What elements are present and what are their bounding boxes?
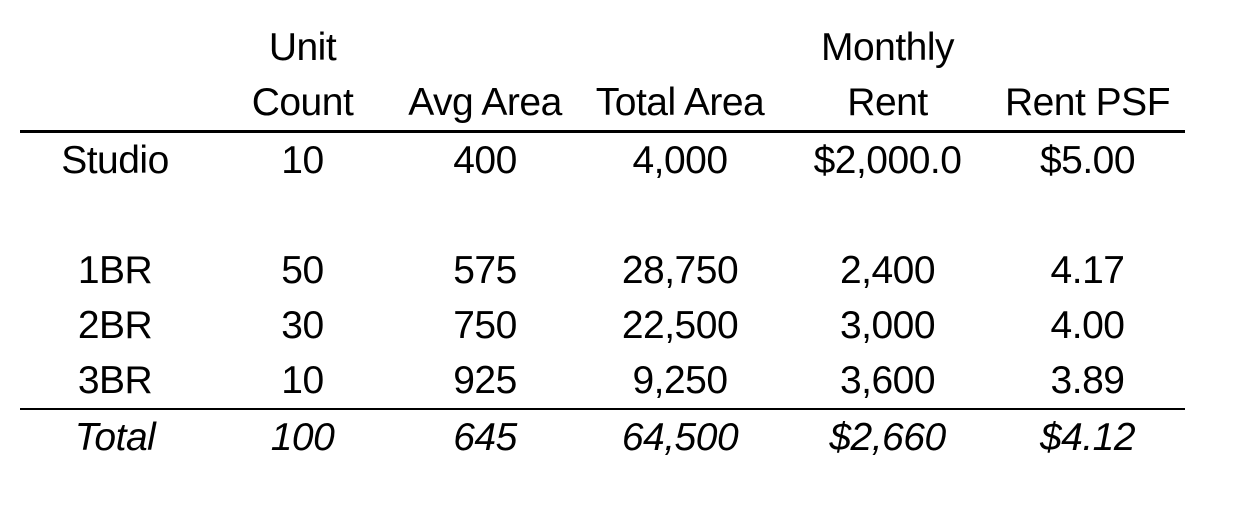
column-header-avg-area: Avg Area [395, 75, 575, 133]
table-cell [785, 188, 990, 243]
table-cell: 100 [210, 408, 395, 465]
table-cell: $2,000.0 [813, 138, 962, 182]
row-label: Studio [61, 138, 169, 182]
table-cell [210, 188, 395, 243]
table-cell: 4.00 [1050, 303, 1125, 347]
row-total: Total 100 645 64,500 $2,660 $4.12 [20, 408, 1185, 465]
column-header-count: Count [210, 75, 395, 133]
table-cell: 10 [281, 358, 324, 402]
row-1br: 1BR 50 575 28,750 2,400 4.17 [20, 243, 1185, 298]
table-cell: 9,250 [632, 358, 728, 402]
column-header-rent-psf: Rent PSF [990, 75, 1185, 133]
column-header [20, 20, 210, 75]
row-2br: 2BR 30 750 22,500 3,000 4.00 [20, 298, 1185, 353]
table-cell: 28,750 [621, 248, 739, 292]
table-cell: 4.17 [1050, 248, 1125, 292]
row-label: 1BR [77, 248, 153, 292]
table-cell: $4.12 [990, 408, 1185, 465]
table-cell: 3,600 [839, 358, 936, 402]
row-label: 3BR [77, 358, 153, 402]
table-cell [395, 188, 575, 243]
column-header [395, 20, 575, 75]
column-header-rent: Rent [785, 75, 990, 133]
column-header [20, 75, 210, 133]
column-header [990, 20, 1185, 75]
table-cell: 925 [453, 358, 517, 402]
column-header-monthly: Monthly [820, 25, 955, 69]
table-cell: 575 [453, 248, 517, 292]
table-cell: $2,660 [785, 408, 990, 465]
row-spacer [20, 188, 1185, 243]
table-cell [990, 188, 1185, 243]
table-cell [20, 188, 210, 243]
table-cell: 10 [281, 138, 324, 182]
header-row-2: Count Avg Area Total Area Rent Rent PSF [20, 75, 1185, 133]
table-cell: 3.89 [1050, 358, 1125, 402]
table-cell: 750 [453, 303, 517, 347]
table-cell: 400 [453, 138, 517, 182]
column-header-total-area: Total Area [575, 75, 785, 133]
table-cell: 645 [395, 408, 575, 465]
header-row-1: Unit Monthly [20, 20, 1185, 75]
unit-mix-table: Unit Monthly Count Avg Area Total Area R… [20, 20, 1185, 465]
table-cell: 50 [281, 248, 324, 292]
row-label: 2BR [77, 303, 153, 347]
table-cell: 64,500 [575, 408, 785, 465]
row-studio: Studio 10 400 4,000 $2,000.0 $5.00 [20, 132, 1185, 189]
column-header-unit: Unit [268, 25, 337, 69]
table-cell: 3,000 [839, 303, 936, 347]
table-cell [575, 188, 785, 243]
table-cell: 22,500 [621, 303, 739, 347]
column-header [575, 20, 785, 75]
table-cell: 4,000 [632, 138, 728, 182]
table-cell: 2,400 [839, 248, 936, 292]
row-label-total: Total [20, 408, 210, 465]
table-cell: $5.00 [1039, 138, 1136, 182]
table-cell: 30 [281, 303, 324, 347]
row-3br: 3BR 10 925 9,250 3,600 3.89 [20, 353, 1185, 409]
